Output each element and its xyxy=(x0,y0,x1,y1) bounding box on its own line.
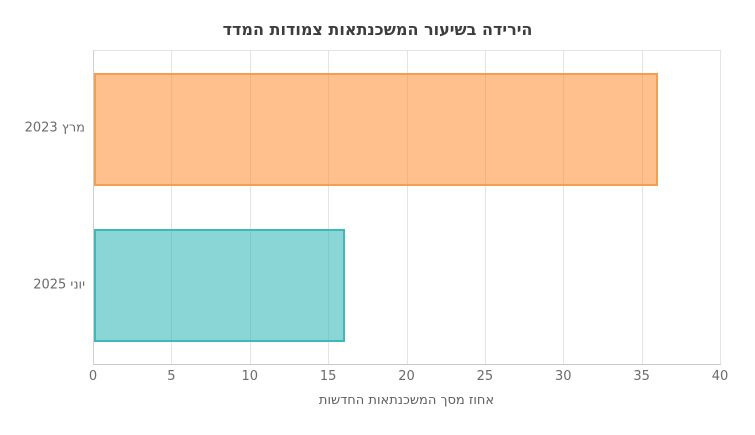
x-tick-label: 40 xyxy=(711,369,729,384)
x-tick-label: 30 xyxy=(554,369,572,384)
gridline xyxy=(249,51,251,364)
y-axis-labels: מרץ 2023 יוני 2025 xyxy=(0,50,85,363)
gridline xyxy=(641,51,643,364)
x-tick-label: 5 xyxy=(167,369,176,384)
chart-title: הירידה בשיעור המשכנתאות צמודות המדד xyxy=(222,20,533,39)
x-tick-label: 20 xyxy=(398,369,415,384)
gridline xyxy=(171,51,173,364)
x-axis-title: אחוז מסך המשכנתאות החדשות xyxy=(318,393,495,408)
bar-0 xyxy=(94,72,659,186)
gridline xyxy=(484,51,486,364)
gridline xyxy=(720,51,721,364)
gridline xyxy=(406,51,408,364)
x-tick-label: 0 xyxy=(88,369,98,384)
x-tick-label: 35 xyxy=(633,369,650,384)
bar-1 xyxy=(94,229,345,343)
gridline xyxy=(328,51,330,364)
x-tick-label: 10 xyxy=(241,369,259,384)
y-tick-label: מרץ 2023 xyxy=(24,120,85,136)
gridline xyxy=(563,51,565,364)
x-tick-label: 15 xyxy=(319,369,337,384)
x-axis-ticks: 0 5 10 15 20 25 30 35 40 xyxy=(89,369,728,387)
plot-area xyxy=(93,50,721,365)
x-tick-label: 25 xyxy=(476,369,494,384)
y-tick-label: יוני 2025 xyxy=(33,277,85,293)
